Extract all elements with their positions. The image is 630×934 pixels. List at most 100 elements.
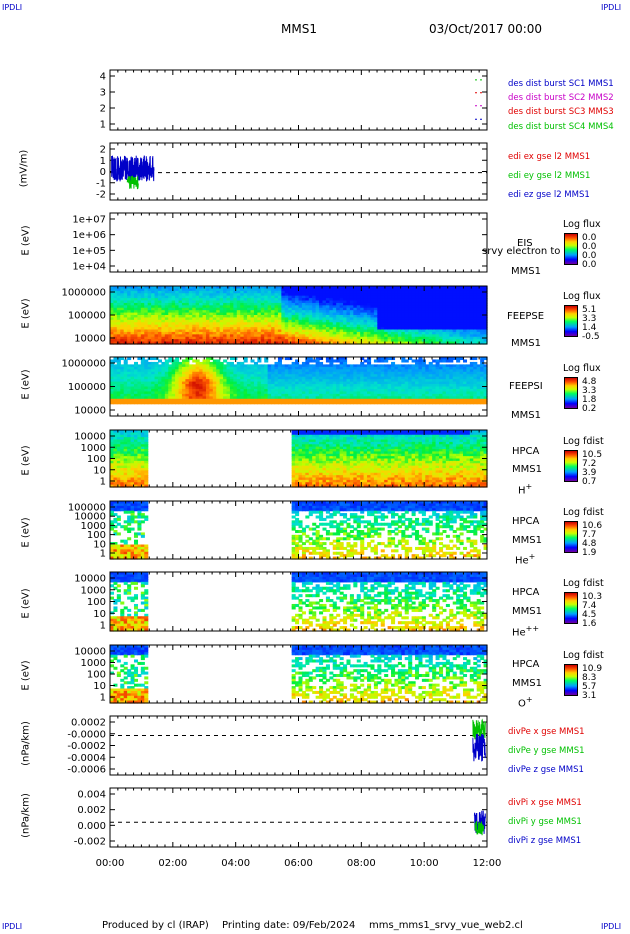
hpca_he-ytick: 100 [87,530,106,541]
edi-ytick: -1 [96,178,106,189]
hpca-o-cb-v3: 3.1 [582,691,597,701]
hpca-h-sc-label: MMS1 [512,464,542,475]
hpca-he-instrument-label: HPCA [512,516,540,527]
divpe-ytick: -0.0002 [67,741,106,752]
xtick-label: 08:00 [347,858,376,869]
hpca-he-colorbar-title: Log fdist [563,507,604,518]
legend-divpi-z: divPi z gse MMS1 [508,836,582,846]
hpca_h-ytick: 100 [87,454,106,465]
hpca-h-spectrogram [110,430,488,488]
hpca_o-ytick: 10000 [74,647,106,658]
hpca-he2-cb-v3: 1.6 [582,619,597,629]
footer-produced: Produced by cl (IRAP) [102,920,209,931]
divpi-z-trace [473,810,486,835]
eis-frame [109,212,488,273]
xtick-label: 04:00 [221,858,250,869]
hpca-he2-cb-v1: 7.4 [582,601,597,611]
feepse-ylabel: E (eV) [20,298,32,329]
xtick-label: 06:00 [284,858,313,869]
eis-colorbar [564,233,578,265]
hpca_he2-ytick: 10000 [74,574,106,585]
edi-ez-trace [111,155,155,182]
hpca_he-ytick: 100000 [68,503,106,514]
hpca-o-cb-v1: 8.3 [582,673,597,683]
hpca-he2-ylabel: E (eV) [20,588,32,619]
xtick-label: 10:00 [410,858,439,869]
hpca-he-spectrogram [110,501,488,560]
hpca_he2-ytick: 1000 [81,585,106,596]
hpca_o-ytick: 10 [93,681,106,692]
feepse-instrument-label: FEEPSE [507,311,545,322]
edi-ytick: 2 [100,145,106,156]
hpca-he2-sc-label: MMS1 [512,606,542,617]
eis-ytick: 1e+05 [72,246,106,257]
feepse-cb-v0: 5.1 [582,305,597,315]
hpca_he2-ytick: 10 [93,609,106,620]
hpca_he2-ytick: 100 [87,597,106,608]
feepsi-cb-v1: 3.3 [582,386,597,396]
burst-ytick: 3 [100,88,106,99]
hpca-o-cb-v0: 10.9 [582,664,603,674]
feepsi-ytick: 1000000 [61,359,106,370]
divpi-ytick: -0.002 [74,837,106,848]
feepse-spectrogram [110,286,488,345]
hpca-he-cb-v0: 10.6 [582,521,603,531]
feepse-ytick: 1000000 [61,288,106,299]
feepse-cb-v3: -0.5 [582,332,600,342]
hpca-he-cb-v1: 7.7 [582,530,597,540]
burst-ytick: 1 [100,120,106,131]
hpca-h-cb-v1: 7.2 [582,459,597,469]
hpca_he2-ytick: 1 [100,621,106,632]
xtick-label: 00:00 [96,858,125,869]
hpca-h-instrument-label: HPCA [512,446,540,457]
legend-burst-sc2: des dist burst SC2 MMS2 [508,93,614,103]
feepsi-colorbar-title: Log flux [563,363,601,374]
hpca-he2-cb-v0: 10.3 [582,592,603,602]
legend-edi-ex: edi ex gse l2 MMS1 [508,152,591,162]
spacecraft-title: MMS1 [281,22,317,36]
edi-ytick: -2 [96,190,106,201]
divpe-ytick: 0.0002 [71,718,106,729]
eis-ytick: 1e+04 [72,262,106,273]
hpca-he2-instrument-label: HPCA [512,587,540,598]
divpi-ylabel: (nPa/km) [20,793,32,838]
hpca-he-cb-v3: 1.9 [582,548,597,558]
hpca-h-species: H+ [518,482,533,497]
hpca_h-ytick: 10 [93,465,106,476]
hpca-h-cb-v0: 10.5 [582,450,603,460]
hpca_he-ytick: 1 [100,549,106,560]
feepsi-cb-v2: 1.8 [582,395,597,405]
feepse-ytick: 10000 [74,334,106,345]
eis-sc-label: MMS1 [511,266,541,277]
burst-ytick: 4 [100,72,106,83]
hpca-o-spectrogram [110,645,488,704]
hpca-h-ylabel: E (eV) [20,445,32,476]
hpca-he-cb-v2: 4.8 [582,539,597,549]
divpi-ytick: 0.002 [77,805,106,816]
hpca-h-colorbar [564,450,578,482]
legend-burst-sc1: des dist burst SC1 MMS1 [508,79,614,89]
hpca-he2-species: He++ [512,624,540,639]
feepsi-instrument-label: FEEPSI [509,381,543,392]
divpe-ylabel: (nPa/km) [20,721,32,766]
feepse-ytick: 100000 [68,311,106,322]
feepsi-cb-v3: 0.2 [582,404,597,414]
feepsi-ytick: 10000 [74,406,106,417]
hpca_h-ytick: 1 [100,477,106,488]
hpca_o-ytick: 100 [87,670,106,681]
hpca_o-ytick: 1 [100,693,106,704]
edi-ylabel: (mV/m) [18,149,30,188]
divpi-y-trace [474,820,485,836]
feepsi-colorbar [564,377,578,409]
feepse-sc-label: MMS1 [511,338,541,349]
date-title: 03/Oct/2017 00:00 [429,22,543,36]
legend-burst-sc4: des dist burst SC4 MMS4 [508,122,614,132]
hpca-o-cb-v2: 5.7 [582,682,597,692]
edi-ey-trace [126,175,139,190]
burst-frame [109,69,488,131]
hpca_h-ytick: 10000 [74,432,106,443]
feepsi-spectrogram [110,357,488,405]
edi-ytick: 0 [100,167,106,178]
hpca-he-species: He+ [515,552,536,567]
